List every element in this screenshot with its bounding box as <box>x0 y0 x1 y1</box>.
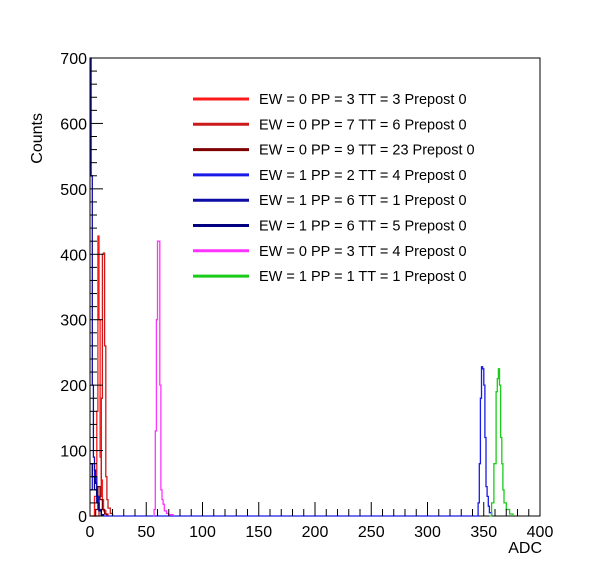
y-tick-label: 600 <box>60 116 87 133</box>
x-tick-label: 300 <box>414 524 441 541</box>
series-line-8 <box>489 368 514 517</box>
legend-label-4: EW = 1 PP = 2 TT = 4 Prepost 0 <box>259 168 467 184</box>
x-tick-label: 50 <box>137 524 155 541</box>
series-line-2 <box>95 252 114 517</box>
y-tick-label: 100 <box>60 444 87 461</box>
x-tick-label: 400 <box>527 524 554 541</box>
x-tick-label: 150 <box>245 524 272 541</box>
y-tick-label: 0 <box>78 509 87 526</box>
legend-label-5: EW = 1 PP = 6 TT = 1 Prepost 0 <box>259 193 467 209</box>
series-line-4 <box>90 366 493 517</box>
y-axis-title: Counts <box>29 113 46 164</box>
x-tick-label: 250 <box>358 524 385 541</box>
series-line-3 <box>93 485 108 517</box>
legend-label-8: EW = 1 PP = 1 TT = 1 Prepost 0 <box>259 269 467 285</box>
y-tick-label: 400 <box>60 247 87 264</box>
y-tick-label: 700 <box>60 51 87 68</box>
y-tick-label: 200 <box>60 378 87 395</box>
legend-label-7: EW = 0 PP = 3 TT = 4 Prepost 0 <box>259 244 467 260</box>
x-tick-label: 350 <box>470 524 497 541</box>
y-tick-label: 500 <box>60 182 87 199</box>
y-tick-label: 300 <box>60 313 87 330</box>
series-line-7 <box>153 240 174 517</box>
legend-label-1: EW = 0 PP = 3 TT = 3 Prepost 0 <box>259 92 467 108</box>
x-axis-title: ADC <box>508 540 542 557</box>
x-axis: 0 50 100 150 200 250 300 350 400 <box>86 502 554 541</box>
x-tick-label: 100 <box>189 524 216 541</box>
x-tick-label: 0 <box>86 524 95 541</box>
legend-label-3: EW = 0 PP = 9 TT = 23 Prepost 0 <box>259 143 475 159</box>
y-axis: 0 100 200 300 400 500 600 700 <box>60 51 103 526</box>
legend: EW = 0 PP = 3 TT = 3 Prepost 0 EW = 0 PP … <box>193 92 475 285</box>
legend-label-6: EW = 1 PP = 6 TT = 5 Prepost 0 <box>259 219 467 235</box>
legend-label-2: EW = 0 PP = 7 TT = 6 Prepost 0 <box>259 117 467 133</box>
x-tick-label: 200 <box>302 524 329 541</box>
